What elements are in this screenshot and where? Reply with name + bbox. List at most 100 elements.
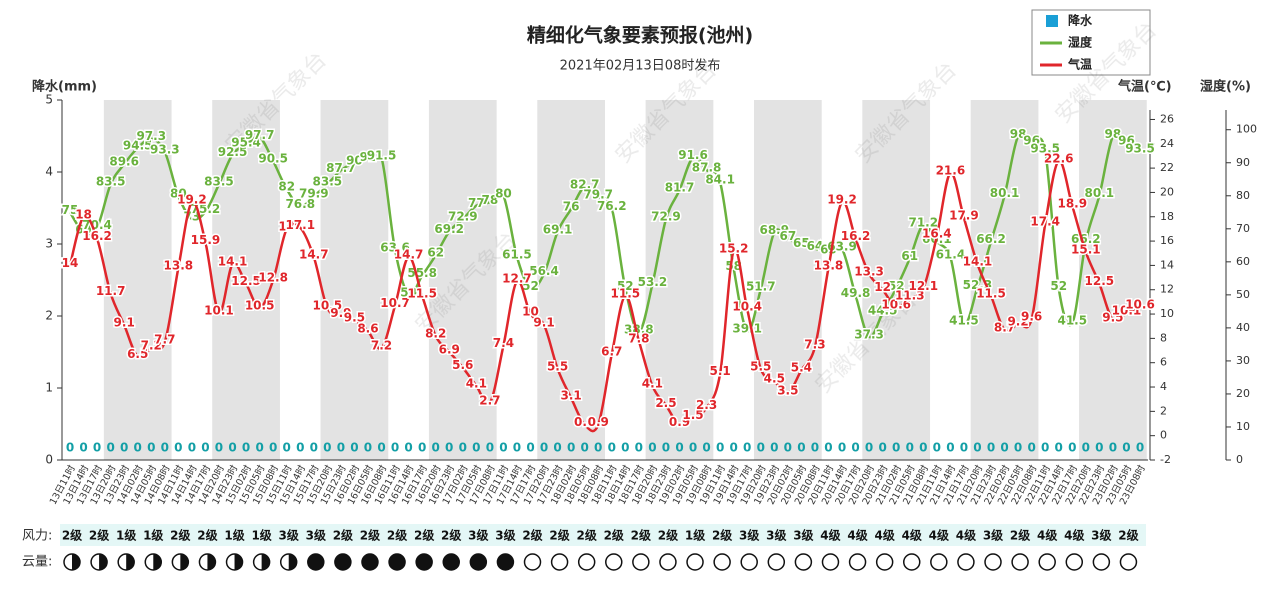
data-label: 93.5 [1125, 142, 1155, 156]
wind-level: 4级 [902, 528, 922, 543]
y3-tick-label: 30 [1236, 354, 1250, 367]
precip-label: 0 [851, 441, 859, 455]
precip-label: 0 [946, 441, 954, 455]
precip-label: 0 [635, 441, 643, 455]
y2-tick-label: 16 [1160, 234, 1174, 247]
cloud-icon [930, 553, 948, 571]
precip-label: 0 [513, 441, 521, 455]
data-label: 3.5 [777, 384, 798, 398]
data-label: 79.9 [299, 187, 329, 201]
data-label: 16.4 [922, 227, 952, 241]
precip-label: 0 [161, 441, 169, 455]
data-label: 17.1 [285, 218, 315, 232]
data-label: 18 [75, 207, 92, 221]
data-label: 13.8 [164, 258, 194, 272]
data-label: 38.8 [624, 322, 654, 336]
precip-label: 0 [215, 441, 223, 455]
wind-level: 1级 [143, 528, 163, 543]
cloud-icon [686, 553, 704, 571]
data-label: 9.1 [114, 316, 135, 330]
wind-level: 2级 [89, 528, 109, 543]
night-band [537, 100, 605, 460]
precip-label: 0 [472, 441, 480, 455]
wind-level: 2级 [549, 528, 569, 543]
wind-level: 4级 [956, 528, 976, 543]
precip-label: 0 [743, 441, 751, 455]
precip-label: 0 [838, 441, 846, 455]
data-label: 89.6 [109, 155, 139, 169]
cloud-icon-fill [99, 554, 108, 570]
data-label: 44.5 [868, 304, 898, 318]
data-label: 79.7 [583, 187, 613, 201]
precip-label: 0 [1000, 441, 1008, 455]
precip-label: 0 [1136, 441, 1144, 455]
wind-level: 3级 [739, 528, 759, 543]
precip-label: 0 [702, 441, 710, 455]
y2-tick-label: 2 [1160, 404, 1167, 417]
wind-level: 2级 [712, 528, 732, 543]
precip-label: 0 [621, 441, 629, 455]
wind-level: 2级 [522, 528, 542, 543]
cloud-icon-fill [153, 554, 162, 570]
wind-level: 3级 [793, 528, 813, 543]
y2-tick-label: 10 [1160, 307, 1174, 320]
precip-label: 0 [106, 441, 114, 455]
cloud-icon [577, 553, 596, 571]
cloud-icon [740, 553, 758, 571]
data-label: 5.1 [709, 364, 730, 378]
data-label: 10.4 [732, 300, 762, 314]
data-label: 15.2 [719, 241, 749, 255]
data-label: 39.1 [732, 321, 762, 335]
precip-label: 0 [79, 441, 87, 455]
wind-level: 3级 [766, 528, 786, 543]
data-label: 52 [888, 279, 905, 293]
wind-level: 2级 [387, 528, 407, 543]
wind-level: 2级 [631, 528, 651, 543]
series-line [68, 159, 1141, 433]
cloud-icon [442, 553, 460, 571]
precip-label: 0 [865, 441, 873, 455]
data-label: 9.2 [1007, 314, 1028, 328]
wind-level: 2级 [360, 528, 380, 543]
data-label: 5.5 [547, 359, 568, 373]
cloud-icon-fill [261, 554, 270, 570]
data-label: 87.8 [692, 161, 722, 175]
data-label: 76.2 [597, 199, 627, 213]
cloud-icon-fill [180, 554, 189, 570]
cloud-icon [550, 553, 569, 571]
data-label: 7.4 [493, 336, 514, 350]
data-label: 51.7 [746, 280, 776, 294]
data-label: 80 [495, 186, 512, 200]
cloud-icon-fill [288, 554, 297, 570]
y3-tick-label: 100 [1236, 123, 1257, 136]
wind-level: 1级 [251, 528, 271, 543]
wind-level: 4级 [929, 528, 949, 543]
data-label: 6.7 [601, 345, 622, 359]
data-label: 91.5 [367, 148, 397, 162]
cloud-icon [496, 553, 515, 571]
chart-title: 精细化气象要素预报(池州) [527, 24, 753, 47]
data-label: 12.8 [258, 271, 288, 285]
data-label: 92.5 [218, 145, 248, 159]
wind-level: 2级 [604, 528, 624, 543]
data-label: 5.5 [750, 359, 771, 373]
precip-label: 0 [269, 441, 277, 455]
wind-level: 2级 [197, 528, 217, 543]
y-axis-title: 降水(mm) [32, 79, 97, 95]
precip-label: 0 [757, 441, 765, 455]
data-label: 5.6 [452, 358, 473, 372]
precip-label: 0 [553, 441, 561, 455]
data-label: 69.2 [434, 222, 464, 236]
data-label: 67 [779, 229, 796, 243]
cloud-icon-fill [72, 554, 80, 570]
data-label: 72.9 [448, 210, 478, 224]
wind-level: 2级 [62, 528, 82, 543]
precip-label: 0 [973, 441, 981, 455]
cloud-icon [1092, 553, 1111, 571]
data-label: 16.2 [841, 229, 871, 243]
wind-level: 3级 [983, 528, 1003, 543]
cloud-icon-fill [234, 554, 243, 570]
data-label: 10.6 [881, 297, 911, 311]
data-label: 4.1 [466, 376, 487, 390]
data-label: 65 [793, 236, 810, 250]
